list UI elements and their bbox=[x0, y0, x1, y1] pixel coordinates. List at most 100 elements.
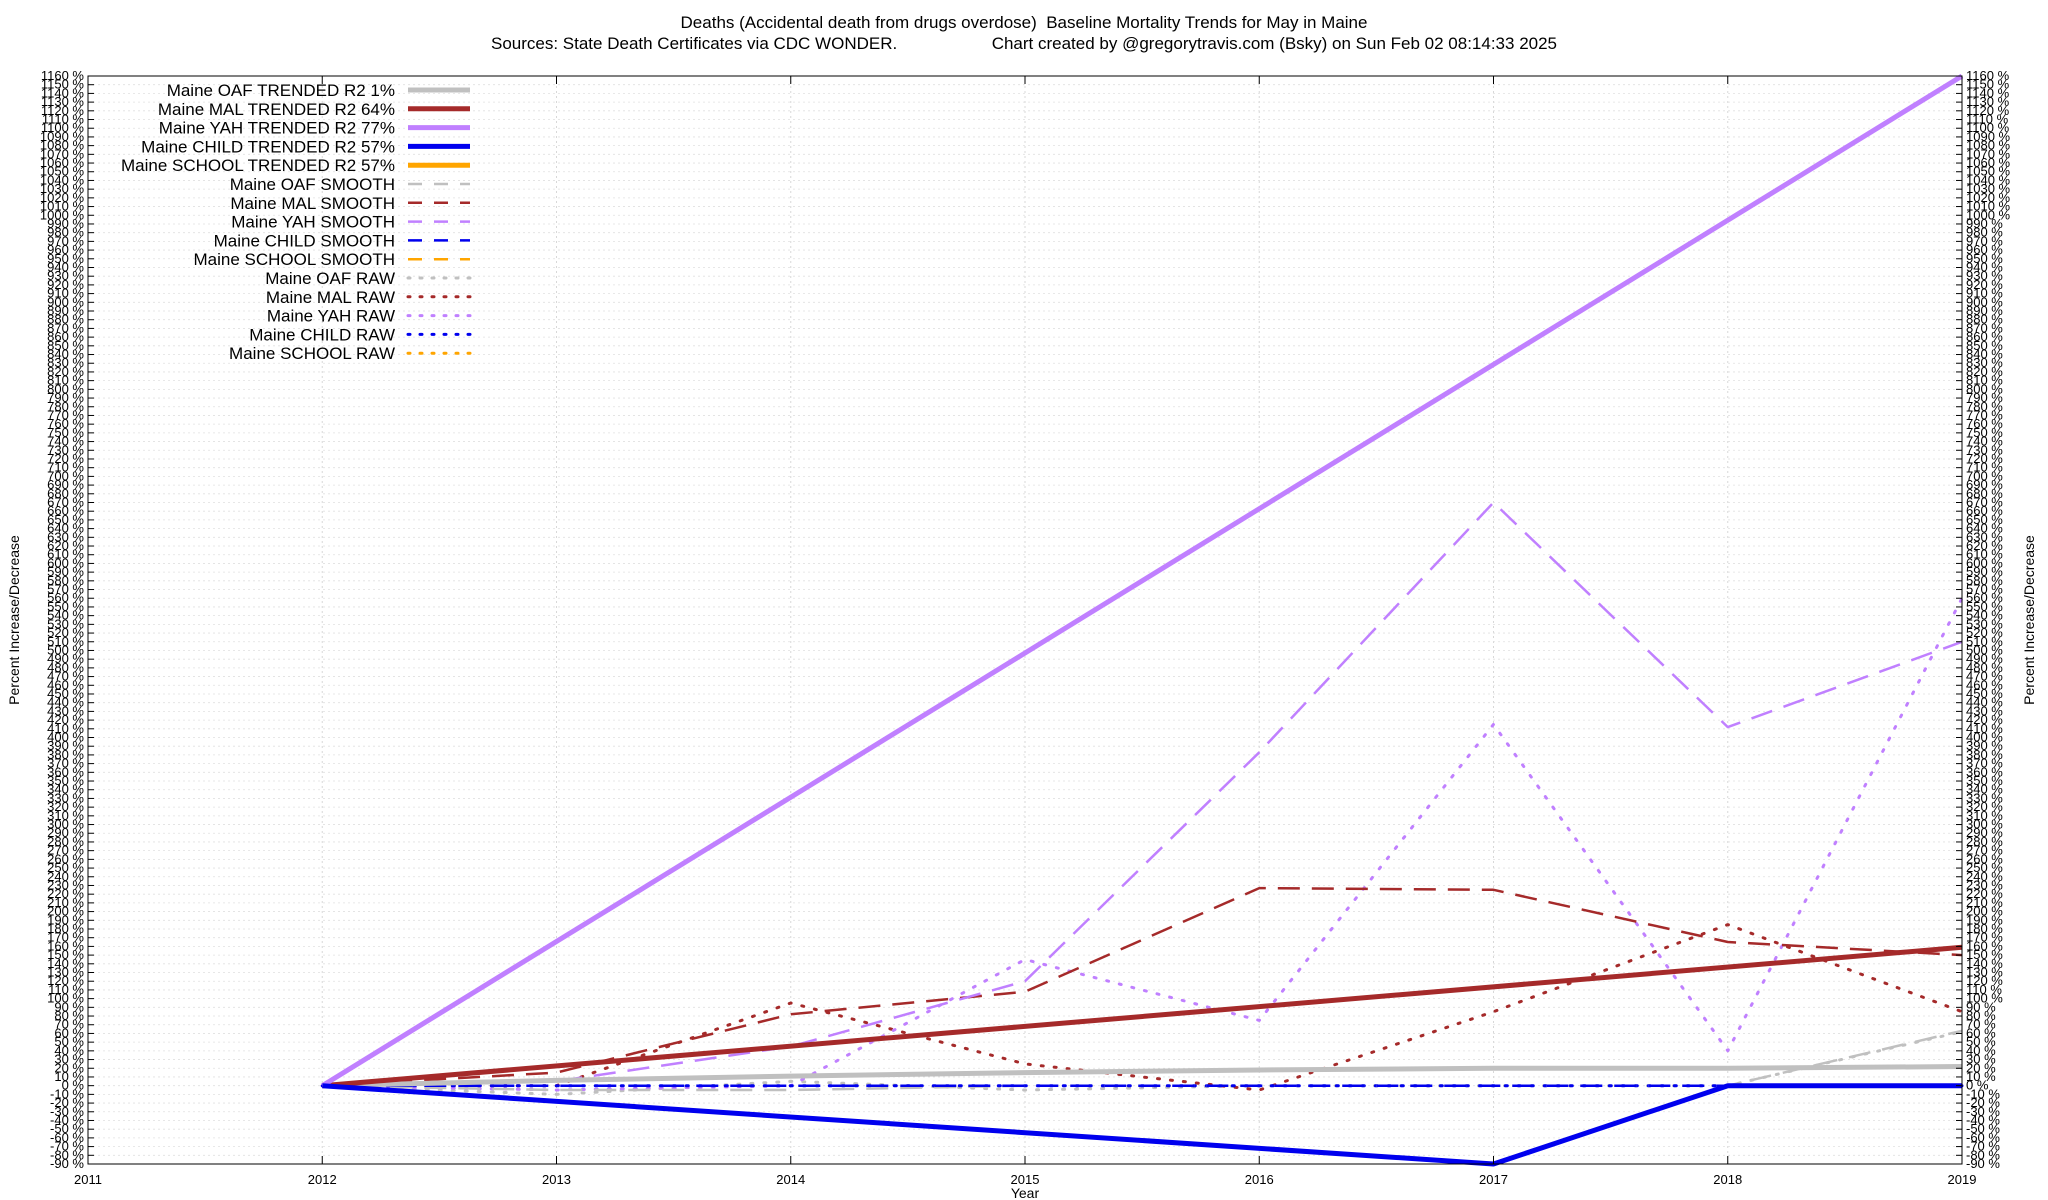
y-tick-label-left: -50 % bbox=[50, 1121, 84, 1136]
legend-label-maine-oaf-trended-r2: Maine OAF TRENDED R2 1% bbox=[167, 81, 395, 100]
y-tick-label-left: 1040 % bbox=[40, 172, 85, 187]
y-tick-label-right: 110 % bbox=[1966, 982, 2002, 997]
y-tick-label-left: 840 % bbox=[47, 347, 84, 362]
y-tick-label-left: 460 % bbox=[47, 677, 84, 692]
y-tick-label-right: 930 % bbox=[1966, 268, 2003, 283]
y-tick-label-left: 310 % bbox=[47, 808, 84, 823]
y-tick-label-left: 590 % bbox=[47, 564, 84, 579]
y-tick-label-left: 670 % bbox=[47, 494, 84, 509]
x-tick-label: 2014 bbox=[776, 1172, 805, 1187]
y-tick-label-right: -50 % bbox=[1966, 1121, 2000, 1136]
series-line-maine-mal-raw bbox=[320, 923, 1964, 1092]
y-tick-label-left: 620 % bbox=[47, 538, 84, 553]
y-tick-label-left: -80 % bbox=[50, 1147, 84, 1162]
y-tick-label-left: 1020 % bbox=[40, 190, 85, 205]
legend-label-maine-oaf-smooth: Maine OAF SMOOTH bbox=[230, 175, 395, 194]
y-tick-label-left: 980 % bbox=[47, 225, 84, 240]
y-tick-label-left: 120 % bbox=[47, 973, 84, 988]
y-tick-label-left: 630 % bbox=[47, 529, 84, 544]
y-tick-label-left: 1150 % bbox=[41, 77, 85, 92]
y-tick-label-left: 850 % bbox=[47, 338, 84, 353]
legend-label-maine-school-trended-r2: Maine SCHOOL TRENDED R2 57% bbox=[121, 156, 395, 175]
y-tick-label-right: 210 % bbox=[1966, 895, 2003, 910]
y-tick-label-right: 530 % bbox=[1966, 616, 2003, 631]
y-tick-label-left: 1130 % bbox=[41, 94, 85, 109]
y-tick-label-left: 140 % bbox=[47, 956, 84, 971]
y-tick-label-left: 200 % bbox=[47, 904, 84, 919]
legend: Maine OAF TRENDED R2 1%Maine MAL TRENDED… bbox=[121, 81, 472, 363]
y-tick-label-left: 540 % bbox=[47, 608, 84, 623]
y-tick-label-right: 150 % bbox=[1966, 947, 2003, 962]
y-tick-label-right: 90 % bbox=[1966, 999, 1996, 1014]
y-tick-label-right: 890 % bbox=[1966, 303, 2003, 318]
y-tick-label-right: 0 % bbox=[1966, 1078, 1989, 1093]
y-tick-label-left: 350 % bbox=[47, 773, 84, 788]
y-tick-label-right: 690 % bbox=[1966, 477, 2003, 492]
x-tick-label: 2016 bbox=[1245, 1172, 1274, 1187]
y-tick-label-left: 130 % bbox=[47, 965, 84, 980]
y-tick-label-left: 820 % bbox=[47, 364, 84, 379]
y-tick-label-left: 530 % bbox=[47, 616, 84, 631]
y-tick-label-left: 1010 % bbox=[40, 199, 85, 214]
y-tick-label-left: 480 % bbox=[47, 660, 84, 675]
y-tick-label-right: 520 % bbox=[1966, 625, 2003, 640]
y-tick-label-right: 420 % bbox=[1966, 712, 2003, 727]
series-layer bbox=[320, 73, 1964, 1167]
chart-title: Deaths (Accidental death from drugs over… bbox=[680, 13, 1368, 32]
y-tick-label-right: 820 % bbox=[1966, 364, 2003, 379]
y-tick-label-right: -20 % bbox=[1966, 1095, 2000, 1110]
y-tick-label-right: 1070 % bbox=[1966, 146, 2011, 161]
y-tick-label-right: 500 % bbox=[1966, 642, 2003, 657]
y-tick-label-right: 1120 % bbox=[1966, 103, 2010, 118]
y-tick-label-left: 960 % bbox=[47, 242, 84, 257]
y-tick-label-right: 100 % bbox=[1966, 991, 2003, 1006]
y-tick-label-right: 860 % bbox=[1966, 329, 2003, 344]
y-axis-label-left: Percent Increase/Decrease bbox=[6, 535, 22, 705]
y-tick-label-right: 620 % bbox=[1966, 538, 2003, 553]
y-tick-label-left: 790 % bbox=[47, 390, 84, 405]
y-tick-label-left: 550 % bbox=[47, 599, 84, 614]
y-tick-label-right: -80 % bbox=[1966, 1147, 2000, 1162]
y-tick-label-left: 1000 % bbox=[40, 207, 85, 222]
y-tick-label-left: 420 % bbox=[47, 712, 84, 727]
y-tick-label-left: 720 % bbox=[47, 451, 84, 466]
y-tick-label-right: 920 % bbox=[1966, 277, 2003, 292]
y-tick-label-right: 170 % bbox=[1966, 930, 2003, 945]
y-tick-label-right: 300 % bbox=[1966, 817, 2003, 832]
legend-label-maine-mal-raw: Maine MAL RAW bbox=[266, 288, 395, 307]
y-tick-label-right: -60 % bbox=[1966, 1130, 2000, 1145]
legend-label-maine-school-smooth: Maine SCHOOL SMOOTH bbox=[193, 250, 395, 269]
y-tick-label-right: 370 % bbox=[1966, 756, 2003, 771]
y-tick-label-left: 20 % bbox=[54, 1060, 84, 1075]
y-tick-label-right: 830 % bbox=[1966, 355, 2003, 370]
y-tick-label-left: 220 % bbox=[47, 886, 84, 901]
axis-ticks: 2011 2012 2013 2014 2015 2016 2017 2018 2019-90 … bbox=[40, 68, 2011, 1187]
y-tick-label-right: 850 % bbox=[1966, 338, 2003, 353]
y-tick-label-left: 290 % bbox=[47, 825, 84, 840]
y-tick-label-left: 150 % bbox=[47, 947, 84, 962]
series-line-maine-child-trended-r2 bbox=[322, 1083, 1962, 1167]
y-tick-label-right: 40 % bbox=[1966, 1043, 1996, 1058]
y-tick-label-right: 590 % bbox=[1966, 564, 2003, 579]
legend-label-maine-yah-smooth: Maine YAH SMOOTH bbox=[231, 213, 395, 232]
y-tick-label-right: 400 % bbox=[1966, 730, 2003, 745]
y-tick-label-right: 190 % bbox=[1966, 912, 2003, 927]
y-tick-label-right: -70 % bbox=[1966, 1139, 2000, 1154]
grid-lines bbox=[87, 75, 1963, 1165]
y-tick-label-right: 540 % bbox=[1966, 608, 2003, 623]
y-tick-label-right: 1100 % bbox=[1966, 120, 2010, 135]
y-tick-label-right: 20 % bbox=[1966, 1060, 1996, 1075]
y-tick-label-right: 670 % bbox=[1966, 494, 2003, 509]
y-tick-label-right: 680 % bbox=[1966, 486, 2003, 501]
y-tick-label-left: -90 % bbox=[50, 1156, 84, 1171]
y-tick-label-left: 600 % bbox=[47, 555, 84, 570]
y-tick-label-left: 650 % bbox=[47, 512, 84, 527]
y-tick-label-right: 730 % bbox=[1966, 442, 2003, 457]
y-tick-label-right: 710 % bbox=[1966, 460, 2003, 475]
y-tick-label-left: 680 % bbox=[47, 486, 84, 501]
y-tick-label-left: 300 % bbox=[47, 817, 84, 832]
y-tick-label-left: 1090 % bbox=[40, 129, 85, 144]
y-tick-label-left: 930 % bbox=[47, 268, 84, 283]
y-tick-label-left: 570 % bbox=[47, 582, 84, 597]
y-tick-label-right: 430 % bbox=[1966, 703, 2003, 718]
